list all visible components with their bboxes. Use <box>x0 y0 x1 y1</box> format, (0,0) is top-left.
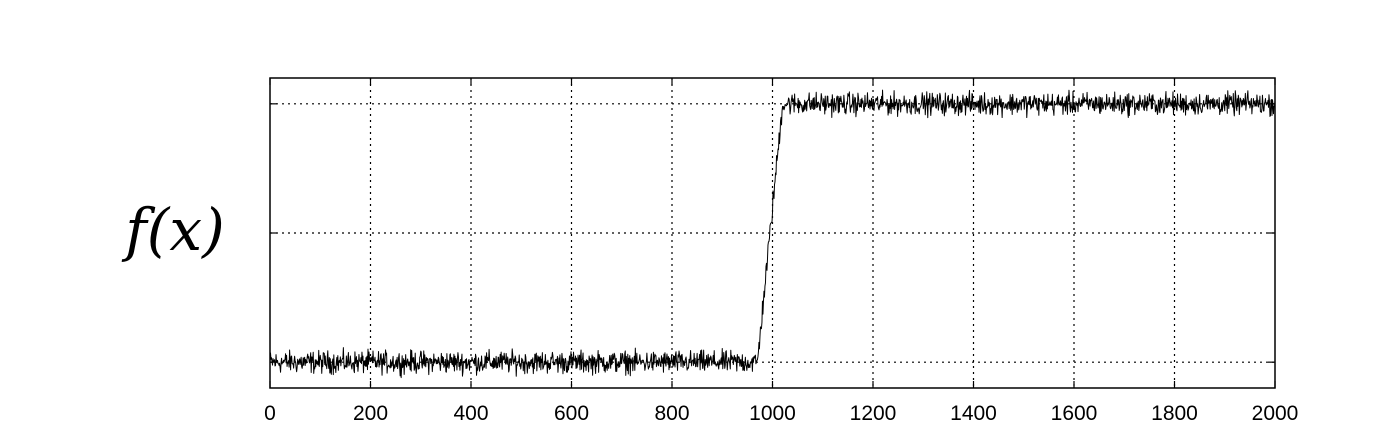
grid <box>270 78 1275 388</box>
x-tick-label: 2000 <box>1252 402 1299 425</box>
y-axis-label: f(x) <box>121 196 224 264</box>
x-tick-label: 200 <box>353 402 388 425</box>
x-tick-label: 0 <box>264 402 276 425</box>
x-tick-label: 400 <box>453 402 488 425</box>
plot-frame <box>269 77 1276 389</box>
x-tick-label: 1600 <box>1051 402 1098 425</box>
series-line-0 <box>269 89 1276 379</box>
x-tick-label: 1800 <box>1151 402 1198 425</box>
x-tick-label: 600 <box>554 402 589 425</box>
x-tick-label: 1000 <box>749 402 796 425</box>
x-tick-label: 800 <box>654 402 689 425</box>
x-tick-label: 1200 <box>850 402 897 425</box>
axes <box>269 77 1276 389</box>
series-layer <box>269 89 1276 379</box>
x-tick-label: 1400 <box>950 402 997 425</box>
x-tick-labels: 0 200 400 600 800 1000 1200 1400 1600 1800 2000 <box>264 402 1298 425</box>
ylabel: f(x) <box>121 196 224 264</box>
